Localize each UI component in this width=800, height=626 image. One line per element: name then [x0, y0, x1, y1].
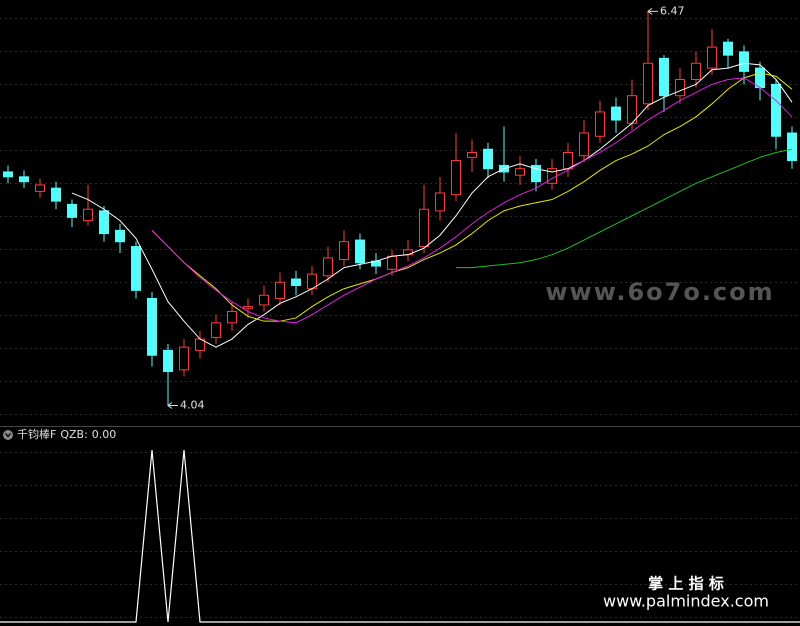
indicator-icon-arrow	[5, 433, 11, 438]
candle-body	[707, 46, 717, 69]
candle-body	[723, 41, 733, 56]
candle-body	[611, 106, 621, 121]
candle-body	[179, 346, 189, 371]
candle-body	[67, 203, 77, 218]
candle-body	[451, 160, 461, 196]
candle-body	[19, 176, 29, 183]
moving-average	[71, 62, 793, 348]
candle-body	[355, 239, 365, 264]
candle-body	[323, 257, 333, 277]
candle-body	[339, 241, 349, 261]
candle-body	[659, 57, 669, 97]
candle-body	[147, 297, 157, 356]
candle-body	[131, 246, 141, 291]
candle-body	[419, 208, 429, 248]
annotation-arrow	[167, 402, 173, 409]
candle-body	[435, 192, 445, 212]
moving-average	[456, 148, 793, 269]
candle-body	[35, 184, 45, 192]
candle-body	[515, 168, 525, 176]
candle-body	[99, 210, 109, 235]
moving-average	[151, 72, 793, 322]
candle-body	[163, 349, 173, 372]
candle-body	[563, 151, 573, 170]
indicator-header: 千钧棒F QZB: 0.00	[17, 427, 116, 441]
candle-body	[643, 62, 653, 105]
watermark: www.6o7o.com	[545, 278, 774, 306]
separator: :	[84, 428, 88, 441]
candle-body	[531, 164, 541, 183]
indicator-title: 千钧棒F	[17, 427, 56, 441]
moving-average	[151, 77, 793, 324]
candle-body	[787, 132, 797, 162]
candle-body	[387, 255, 397, 270]
candle-body	[771, 83, 781, 137]
indicator-name: QZB	[60, 428, 84, 441]
candle-body	[579, 132, 589, 157]
candle-body	[243, 306, 253, 309]
candle-body	[275, 281, 285, 299]
indicator-line	[0, 449, 800, 623]
candle-body	[675, 78, 685, 97]
candle-body	[83, 208, 93, 222]
watermark: 掌 上 指 标	[648, 575, 724, 593]
candle-body	[3, 171, 13, 178]
extreme-label: 6.47	[660, 4, 685, 17]
watermark: www.palmindex.com	[603, 592, 769, 611]
candle-body	[403, 249, 413, 256]
annotation-arrow	[647, 7, 653, 15]
candle-body	[291, 278, 301, 286]
candle-body	[691, 62, 701, 80]
candle-body	[739, 51, 749, 72]
indicator-value: 0.00	[92, 428, 117, 441]
candle-body	[51, 187, 61, 202]
candle-body	[755, 67, 765, 89]
candle-body	[259, 294, 269, 306]
candle-body	[115, 229, 125, 243]
extreme-label: 4.04	[180, 399, 205, 412]
candle-body	[595, 111, 605, 137]
candle-body	[467, 151, 477, 158]
indicator-icon[interactable]	[3, 430, 13, 440]
candle-body	[227, 310, 237, 324]
candle-body	[483, 148, 493, 170]
candle-body	[211, 322, 221, 338]
